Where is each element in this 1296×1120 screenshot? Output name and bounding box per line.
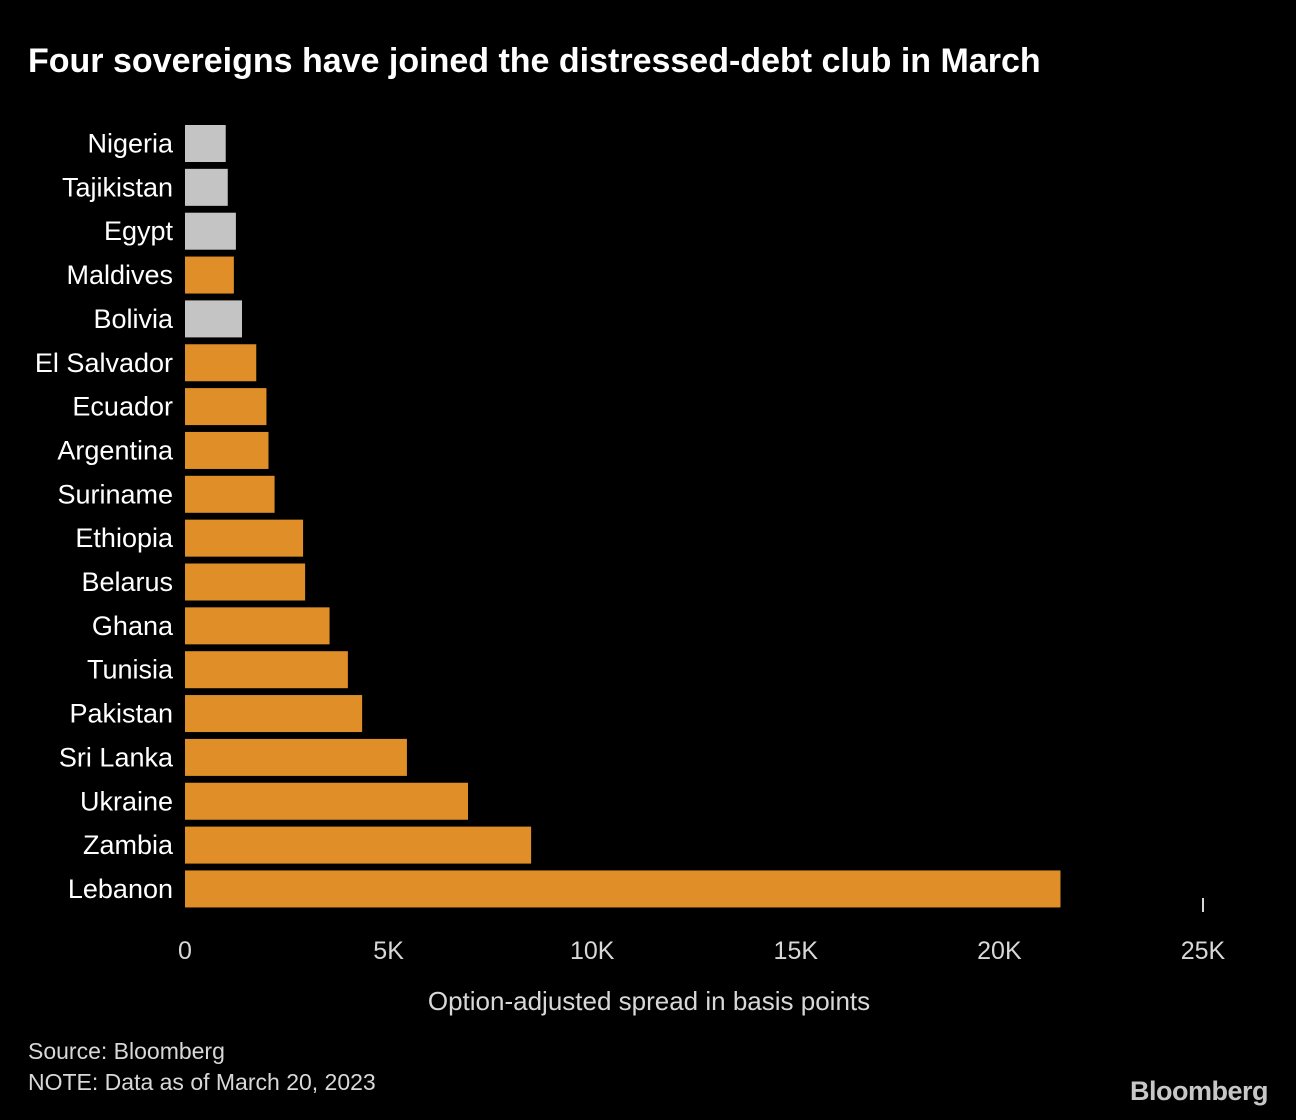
category-label: Bolivia (93, 304, 174, 334)
category-label: Ecuador (72, 392, 173, 422)
bar (185, 212, 236, 250)
bar (185, 431, 269, 469)
bar (185, 388, 267, 426)
x-axis-label: Option-adjusted spread in basis points (428, 986, 870, 1016)
bar (185, 695, 363, 733)
x-tick-label: 5K (373, 937, 404, 965)
category-label: Sri Lanka (59, 742, 174, 772)
x-tick-label: 0 (178, 937, 192, 965)
category-label: Argentina (57, 435, 174, 465)
bar-chart: Nigeria Tajikistan Egypt Maldives Bolivia El … (35, 125, 1226, 1016)
category-label: Ethiopia (75, 523, 174, 553)
chart-title: Four sovereigns have joined the distress… (28, 42, 1041, 80)
bar (185, 475, 275, 513)
category-label: Ukraine (80, 786, 173, 816)
x-tick-label: 15K (774, 937, 819, 965)
bar (185, 519, 304, 557)
x-tick-label: 10K (570, 937, 615, 965)
category-label: El Salvador (35, 348, 173, 378)
bar (185, 168, 228, 206)
x-tick-label: 25K (1181, 937, 1226, 965)
bar (185, 738, 407, 776)
bar (185, 563, 306, 601)
category-label: Egypt (104, 216, 174, 246)
bar (185, 125, 226, 162)
category-label: Maldives (66, 260, 173, 290)
bar (185, 870, 1061, 908)
category-label: Ghana (92, 611, 174, 641)
category-label: Nigeria (87, 129, 174, 159)
category-label: Tajikistan (62, 172, 173, 202)
note-text: NOTE: Data as of March 20, 2023 (28, 1069, 376, 1095)
category-label: Zambia (83, 830, 174, 860)
bar (185, 782, 469, 820)
bar (185, 344, 257, 382)
category-label: Belarus (81, 567, 173, 597)
bar (185, 651, 348, 689)
bar (185, 607, 330, 645)
category-label: Suriname (57, 479, 173, 509)
category-label: Lebanon (68, 874, 173, 904)
x-tick-label: 20K (977, 937, 1022, 965)
source-text: Source: Bloomberg (28, 1038, 225, 1064)
bar (185, 256, 234, 294)
footnote: Source: Bloomberg NOTE: Data as of March… (28, 1036, 376, 1098)
category-label: Pakistan (69, 699, 173, 729)
bar (185, 300, 243, 338)
bloomberg-logo: Bloomberg (1129, 1076, 1269, 1106)
category-label: Tunisia (87, 655, 174, 685)
bar (185, 826, 532, 864)
